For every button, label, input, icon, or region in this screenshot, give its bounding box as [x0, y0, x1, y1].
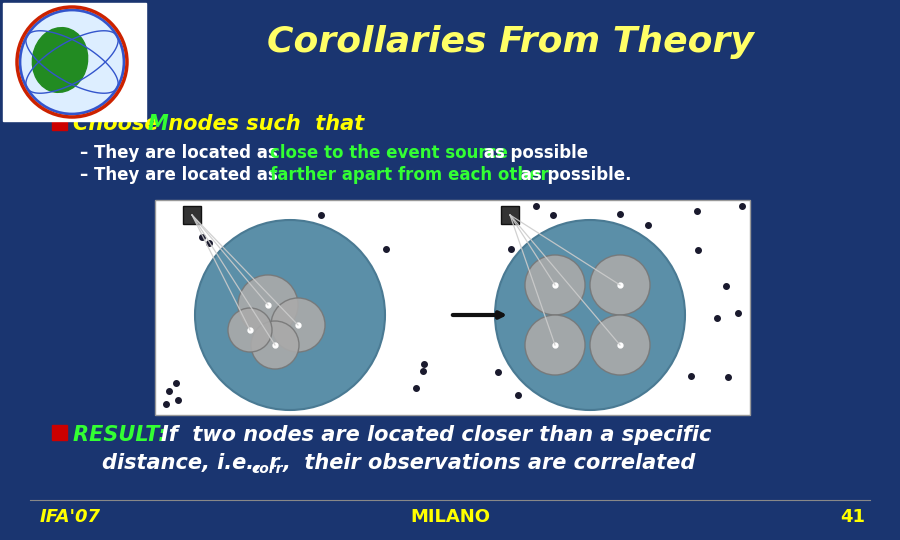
Text: 41: 41	[840, 508, 865, 526]
Bar	[3, 3, 146, 121]
Text: If  two nodes are located closer than a specific: If two nodes are located closer than a s…	[161, 425, 711, 445]
Text: distance, i.e., r: distance, i.e., r	[73, 453, 280, 473]
Circle shape	[251, 321, 299, 369]
Text: Choose: Choose	[73, 114, 166, 134]
Bar	[52, 115, 67, 130]
Circle shape	[590, 315, 650, 375]
Circle shape	[20, 10, 124, 114]
Circle shape	[495, 220, 685, 410]
Ellipse shape	[32, 28, 87, 92]
Text: farther apart from each other: farther apart from each other	[270, 166, 549, 184]
Bar	[501, 206, 519, 224]
Text: IFA'07: IFA'07	[40, 508, 101, 526]
Circle shape	[195, 220, 385, 410]
Text: close to the event source: close to the event source	[270, 144, 508, 162]
Bar	[52, 425, 67, 440]
Circle shape	[228, 308, 272, 352]
Text: ,  their observations are correlated: , their observations are correlated	[283, 453, 697, 473]
Text: – They are located as: – They are located as	[80, 166, 284, 184]
Circle shape	[590, 255, 650, 315]
Text: MILANO: MILANO	[410, 508, 490, 526]
Bar	[155, 200, 750, 415]
Text: M: M	[148, 114, 169, 134]
Text: nodes such  that: nodes such that	[161, 114, 364, 134]
Circle shape	[525, 315, 585, 375]
Text: as possible: as possible	[478, 144, 588, 162]
Text: RESULT:: RESULT:	[73, 425, 174, 445]
Circle shape	[525, 255, 585, 315]
Circle shape	[271, 298, 325, 352]
Circle shape	[238, 275, 298, 335]
Text: – They are located as: – They are located as	[80, 144, 284, 162]
Text: as possible.: as possible.	[515, 166, 632, 184]
Bar	[183, 206, 201, 224]
Text: corr: corr	[251, 462, 283, 476]
Text: Corollaries From Theory: Corollaries From Theory	[266, 25, 753, 59]
